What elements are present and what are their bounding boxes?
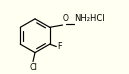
Text: O: O <box>63 14 69 23</box>
Text: Cl: Cl <box>29 63 37 72</box>
Text: NH₂HCl: NH₂HCl <box>75 14 105 23</box>
Text: F: F <box>57 42 61 51</box>
